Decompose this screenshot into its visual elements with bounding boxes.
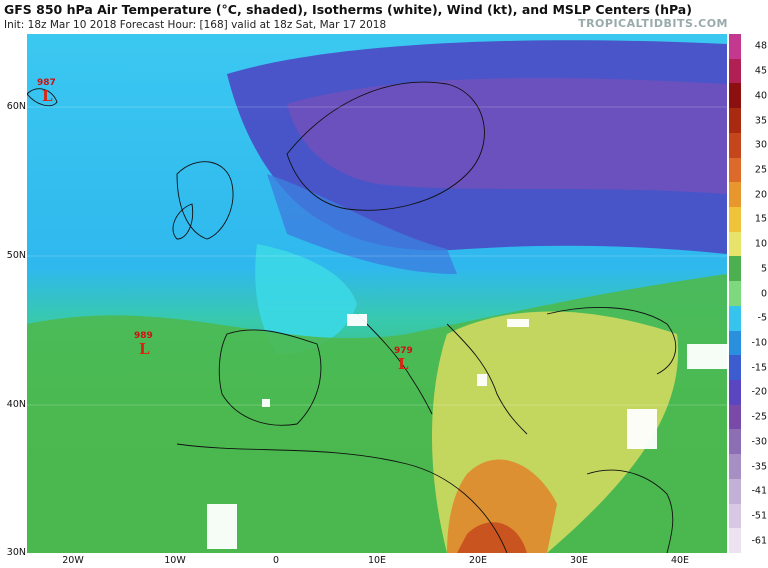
low-979-value: 979 (394, 346, 413, 356)
low-987-value: 987 (37, 78, 56, 88)
colorbar-segment (729, 83, 741, 109)
colorbar-segment (729, 58, 741, 84)
map-canvas (27, 34, 727, 553)
low-989-value: 989 (134, 331, 153, 341)
warm-core-red (457, 522, 527, 553)
lat-label-40n: 40N (6, 399, 26, 410)
colorbar-segment (729, 132, 741, 159)
colorbar-segment (729, 108, 741, 134)
header: GFS 850 hPa Air Temperature (°C, shaded)… (0, 0, 768, 34)
colorbar-segment (729, 429, 741, 455)
colorbar-label: 45 (754, 65, 767, 77)
colorbar-label: -25 (751, 411, 767, 423)
coastlines (27, 81, 677, 553)
cold-front-edge (267, 174, 457, 274)
temperature-colorbar (729, 34, 741, 554)
colorbar-label: -30 (751, 436, 767, 448)
colorbar-segment (729, 281, 741, 307)
colorbar-label: 10 (754, 238, 767, 250)
france-cold-tongue (255, 244, 357, 354)
colorbar-label: 20 (754, 189, 767, 201)
map-subtitle: Init: 18z Mar 10 2018 Forecast Hour: [16… (4, 19, 387, 31)
coldest-core (287, 78, 727, 194)
lat-label-50n: 50N (6, 250, 26, 261)
colorbar-label: 35 (754, 115, 767, 126)
lat-label-30n: 30N (6, 547, 26, 558)
colorbar-label: -20 (751, 386, 767, 398)
colorbar-label: -10 (751, 337, 767, 349)
colorbar-segment (729, 454, 741, 480)
temperature-map (27, 34, 727, 553)
colorbar-segment (729, 478, 741, 505)
colorbar-segment (729, 330, 741, 356)
colorbar-segment (729, 305, 741, 332)
map-title: GFS 850 hPa Air Temperature (°C, shaded)… (4, 2, 692, 17)
colorbar-label: 5 (760, 263, 767, 275)
colorbar-segment (729, 528, 741, 554)
lon-label-40e: 40E (670, 555, 690, 566)
colorbar-segment (729, 34, 741, 60)
colorbar-label: 30 (754, 139, 767, 151)
terrain-mask (207, 314, 727, 549)
colorbar-label: 25 (754, 164, 767, 176)
colorbar-segment (729, 256, 741, 282)
low-989-marker: L (139, 340, 150, 358)
colorbar-label: 0 (760, 288, 767, 299)
colorbar-segment (729, 207, 741, 233)
lon-label-10w: 10W (164, 555, 186, 566)
lon-label-10e: 10E (367, 555, 387, 566)
low-987-marker: L (42, 87, 53, 105)
colorbar-segment (729, 355, 741, 381)
lon-label-20e: 20E (468, 555, 488, 566)
brand-watermark: TROPICALTIDBITS.COM (578, 17, 728, 30)
lat-label-60n: 60N (6, 101, 26, 112)
colorbar-segment (729, 182, 741, 208)
colorbar-segment (729, 231, 741, 257)
colorbar-segment (729, 157, 741, 183)
colorbar-label: 48 (754, 40, 767, 52)
colorbar-label: -51 (751, 510, 767, 522)
lon-label-0: 0 (272, 555, 280, 566)
colorbar-label: 40 (754, 90, 767, 102)
colorbar-label: -15 (751, 362, 767, 374)
colorbar-segment (729, 503, 741, 529)
colorbar-label: 15 (754, 213, 767, 225)
colorbar-label: -41 (751, 485, 767, 497)
graticule (27, 106, 727, 406)
colorbar-label: -5 (757, 312, 767, 324)
lon-label-20w: 20W (62, 555, 84, 566)
lon-label-30e: 30E (569, 555, 589, 566)
colorbar-segment (729, 380, 741, 406)
colorbar-label: -61 (751, 535, 767, 547)
low-979-marker: L (398, 355, 409, 373)
colorbar-segment (729, 404, 741, 430)
colorbar-label: -35 (751, 461, 767, 472)
